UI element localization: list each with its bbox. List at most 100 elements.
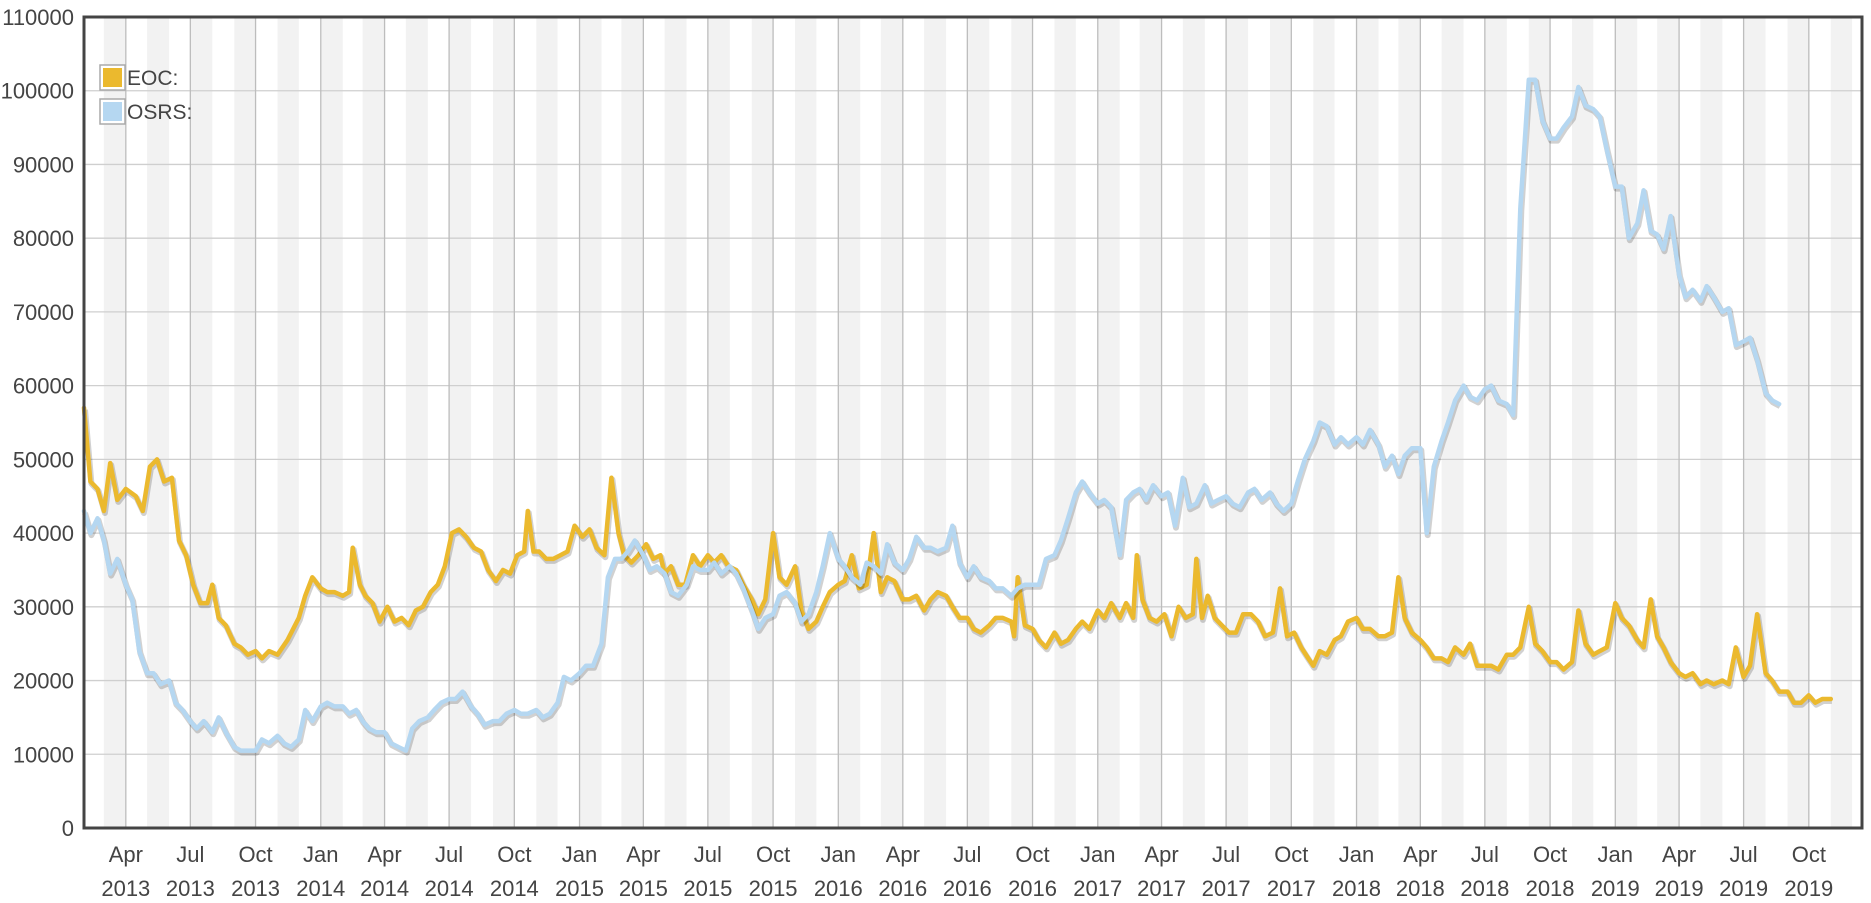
month-band xyxy=(103,17,126,828)
month-band xyxy=(1528,17,1551,828)
x-tick-year: 2018 xyxy=(1396,876,1445,901)
x-tick-month: Jul xyxy=(953,842,981,867)
month-band xyxy=(621,17,644,828)
x-tick-month: Jan xyxy=(1598,842,1633,867)
x-tick-month: Oct xyxy=(1015,842,1049,867)
y-tick-label: 0 xyxy=(62,816,74,841)
x-tick-month: Apr xyxy=(886,842,920,867)
x-tick-month: Oct xyxy=(1274,842,1308,867)
background-bands xyxy=(103,17,1853,828)
x-tick-year: 2019 xyxy=(1719,876,1768,901)
month-band xyxy=(190,17,213,828)
month-band xyxy=(320,17,343,828)
legend-swatch xyxy=(103,68,122,87)
x-tick-month: Jul xyxy=(176,842,204,867)
month-band xyxy=(707,17,730,828)
x-tick-month: Apr xyxy=(1662,842,1696,867)
month-band xyxy=(1700,17,1723,828)
x-tick-year: 2017 xyxy=(1137,876,1186,901)
month-band xyxy=(880,17,903,828)
y-tick-label: 80000 xyxy=(13,226,74,251)
x-tick-year: 2017 xyxy=(1267,876,1316,901)
x-tick-year: 2016 xyxy=(878,876,927,901)
x-tick-year: 2014 xyxy=(490,876,539,901)
x-tick-month: Oct xyxy=(1533,842,1567,867)
x-tick-year: 2017 xyxy=(1202,876,1251,901)
x-tick-year: 2016 xyxy=(814,876,863,901)
x-tick-year: 2016 xyxy=(943,876,992,901)
month-band xyxy=(234,17,256,828)
month-band xyxy=(147,17,170,828)
y-tick-label: 30000 xyxy=(13,595,74,620)
legend-label: OSRS: xyxy=(127,101,192,124)
month-band xyxy=(1011,17,1033,828)
y-tick-label: 70000 xyxy=(13,300,74,325)
x-tick-month: Jul xyxy=(1212,842,1240,867)
y-tick-label: 60000 xyxy=(13,374,74,399)
x-tick-year: 2019 xyxy=(1591,876,1640,901)
series-lines xyxy=(81,77,1834,756)
x-tick-month: Jul xyxy=(1471,842,1499,867)
month-band xyxy=(1743,17,1766,828)
month-band xyxy=(1226,17,1249,828)
month-band xyxy=(795,17,817,828)
x-tick-month: Apr xyxy=(1144,842,1178,867)
month-band xyxy=(1484,17,1507,828)
month-band xyxy=(838,17,861,828)
month-band xyxy=(579,17,602,828)
legend-label: EOC: xyxy=(127,67,178,90)
month-band xyxy=(1398,17,1421,828)
x-tick-month: Apr xyxy=(109,842,143,867)
month-band xyxy=(1657,17,1680,828)
month-band xyxy=(664,17,687,828)
month-band xyxy=(1182,17,1205,828)
y-axis-ticks: 0 10000 20000 30000 40000 50000 60000 70000 8000… xyxy=(1,5,74,841)
x-tick-year: 2016 xyxy=(1008,876,1057,901)
month-band xyxy=(1270,17,1292,828)
x-tick-month: Apr xyxy=(1403,842,1437,867)
x-tick-year: 2019 xyxy=(1784,876,1833,901)
month-band xyxy=(1572,17,1594,828)
month-band xyxy=(924,17,947,828)
month-band xyxy=(493,17,515,828)
x-tick-year: 2019 xyxy=(1655,876,1704,901)
x-tick-month: Jan xyxy=(821,842,856,867)
x-tick-month: Oct xyxy=(1792,842,1826,867)
x-tick-year: 2018 xyxy=(1460,876,1509,901)
month-band xyxy=(362,17,385,828)
month-band xyxy=(751,17,774,828)
plot-frame xyxy=(82,15,1864,830)
x-tick-month: Jul xyxy=(694,842,722,867)
x-tick-month: Apr xyxy=(626,842,660,867)
x-tick-month: Oct xyxy=(756,842,790,867)
month-band xyxy=(1830,17,1853,828)
legend: EOC: OSRS: xyxy=(99,64,192,125)
y-tick-label: 90000 xyxy=(13,152,74,177)
x-tick-month: Jan xyxy=(303,842,338,867)
x-tick-year: 2014 xyxy=(360,876,409,901)
series-line-osrs xyxy=(81,77,1782,753)
x-tick-year: 2013 xyxy=(231,876,280,901)
x-tick-month: Jul xyxy=(435,842,463,867)
month-band xyxy=(967,17,990,828)
x-tick-month: Jan xyxy=(562,842,597,867)
month-band xyxy=(536,17,558,828)
x-tick-year: 2015 xyxy=(749,876,798,901)
month-band xyxy=(405,17,428,828)
x-tick-year: 2015 xyxy=(619,876,668,901)
y-tick-label: 10000 xyxy=(13,742,74,767)
x-tick-year: 2017 xyxy=(1073,876,1122,901)
x-tick-month: Apr xyxy=(367,842,401,867)
month-band xyxy=(449,17,472,828)
x-tick-year: 2013 xyxy=(166,876,215,901)
month-band xyxy=(1441,17,1464,828)
x-tick-month: Jul xyxy=(1730,842,1758,867)
y-tick-label: 100000 xyxy=(1,79,74,104)
x-tick-year: 2018 xyxy=(1332,876,1381,901)
x-tick-year: 2015 xyxy=(683,876,732,901)
x-tick-month: Jan xyxy=(1339,842,1374,867)
x-tick-year: 2013 xyxy=(101,876,150,901)
y-tick-label: 20000 xyxy=(13,669,74,694)
